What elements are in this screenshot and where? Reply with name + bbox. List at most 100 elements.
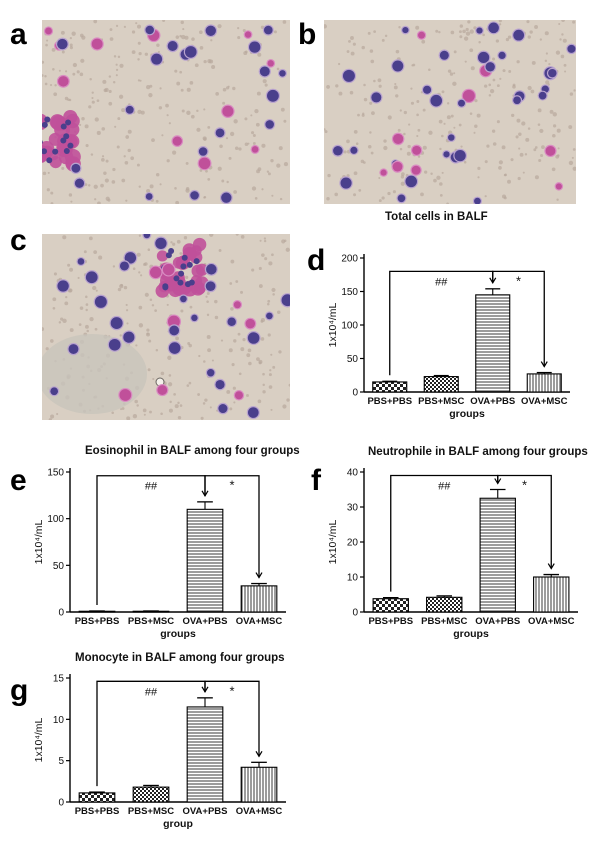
- speck: [417, 155, 421, 158]
- cell-nucleus: [458, 99, 465, 107]
- speck: [446, 102, 450, 105]
- speck: [443, 122, 446, 125]
- speck: [482, 33, 485, 37]
- speck: [116, 145, 120, 149]
- speck: [263, 239, 267, 243]
- speck: [85, 144, 89, 148]
- speck: [369, 131, 372, 134]
- speck: [262, 390, 266, 394]
- y-tick-label: 5: [58, 756, 64, 767]
- speck: [96, 99, 100, 103]
- x-axis-label: groups: [160, 628, 196, 640]
- speck: [573, 89, 576, 92]
- speck: [515, 135, 519, 139]
- speck: [238, 372, 242, 376]
- cell-nucleus: [205, 281, 216, 292]
- speck: [232, 86, 236, 91]
- cell-nucleus: [155, 237, 167, 250]
- speck: [123, 25, 127, 28]
- speck: [261, 188, 264, 191]
- speck: [441, 171, 444, 174]
- speck: [131, 30, 136, 34]
- cluster-nucleus: [173, 275, 180, 282]
- speck: [453, 72, 456, 75]
- speck: [140, 274, 143, 277]
- speck: [268, 385, 273, 389]
- cell-cluster: [156, 250, 168, 262]
- speck: [491, 129, 496, 133]
- speck: [518, 147, 521, 150]
- speck: [254, 197, 258, 200]
- speck: [247, 348, 252, 353]
- speck: [143, 413, 146, 416]
- speck: [450, 114, 454, 118]
- speck: [367, 144, 372, 149]
- speck: [126, 416, 131, 420]
- panel-letter-b: b: [298, 18, 317, 51]
- speck: [121, 108, 126, 113]
- speck: [111, 411, 114, 415]
- speck: [189, 305, 193, 309]
- speck: [256, 91, 261, 96]
- speck: [137, 41, 141, 45]
- speck: [215, 92, 219, 96]
- panel-letter-a: a: [10, 18, 27, 51]
- speck: [233, 401, 236, 404]
- speck: [271, 194, 274, 197]
- speck: [232, 386, 236, 390]
- speck: [95, 289, 98, 292]
- cell-nucleus: [198, 157, 211, 170]
- speck: [549, 109, 554, 114]
- speck: [439, 182, 443, 186]
- speck: [458, 123, 462, 127]
- speck: [403, 132, 406, 136]
- speck: [450, 30, 455, 35]
- cell-nucleus: [218, 403, 228, 414]
- speck: [551, 167, 556, 172]
- speck: [478, 41, 481, 44]
- speck: [103, 171, 107, 176]
- speck: [406, 151, 411, 156]
- cell-nucleus: [119, 389, 132, 401]
- cell-nucleus: [392, 161, 403, 172]
- cell-nucleus: [439, 50, 449, 60]
- cell-nucleus: [342, 69, 355, 82]
- speck: [119, 284, 124, 289]
- speck: [151, 138, 155, 142]
- speck: [230, 307, 234, 311]
- cell-nucleus: [180, 295, 187, 303]
- speck: [69, 46, 73, 50]
- speck: [69, 267, 74, 272]
- speck: [52, 306, 56, 310]
- speck: [276, 163, 281, 168]
- speck: [428, 68, 431, 71]
- speck: [552, 112, 557, 117]
- y-axis-label: 1x10⁴/mL: [33, 717, 45, 762]
- bar-chart-d: 0 50 100 150 200 1x10⁴/mL PBS+PBS PBS+MSC OVA+PB…: [327, 254, 570, 420]
- speck: [196, 109, 199, 113]
- speck: [267, 172, 271, 176]
- speck: [167, 355, 172, 360]
- cluster-nucleus: [60, 137, 67, 144]
- speck: [47, 171, 50, 174]
- speck: [217, 166, 222, 171]
- speck: [83, 250, 87, 254]
- bracket-arrow: [489, 277, 497, 284]
- speck: [484, 160, 488, 164]
- speck: [416, 113, 419, 117]
- speck: [569, 92, 574, 96]
- speck: [378, 199, 382, 203]
- speck: [557, 147, 560, 150]
- cell-nucleus: [267, 60, 274, 67]
- speck: [449, 72, 454, 76]
- speck: [361, 113, 365, 117]
- speck: [283, 239, 287, 243]
- cell-nucleus: [247, 407, 259, 418]
- speck: [270, 158, 274, 163]
- speck: [112, 80, 116, 84]
- y-axis-label: 1x10⁴/mL: [327, 302, 339, 347]
- speck: [136, 404, 139, 407]
- cell-nucleus: [545, 146, 556, 156]
- cell-nucleus: [266, 312, 273, 320]
- speck: [258, 284, 263, 288]
